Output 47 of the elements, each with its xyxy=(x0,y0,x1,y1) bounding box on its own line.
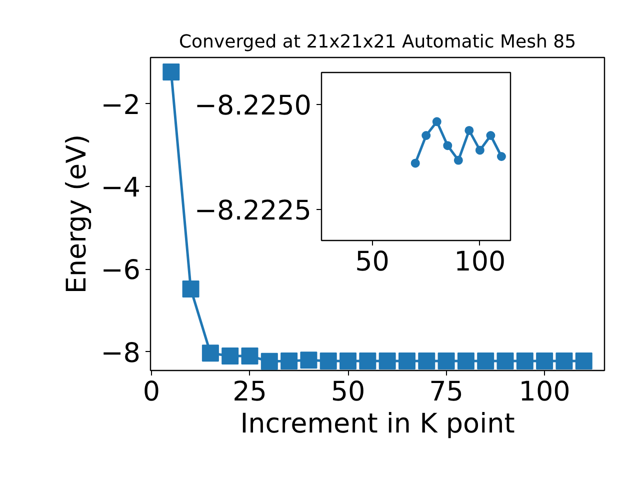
point xyxy=(516,352,534,370)
x-tick-label: 100 xyxy=(518,376,570,408)
point xyxy=(162,63,180,80)
point xyxy=(398,352,416,370)
point xyxy=(280,352,298,370)
point xyxy=(486,131,496,140)
point xyxy=(432,117,442,126)
x-tick-label: 75 xyxy=(429,376,464,408)
point xyxy=(260,352,278,370)
point xyxy=(241,348,258,365)
point xyxy=(340,352,357,370)
x-axis-title: Increment in K point xyxy=(240,408,515,440)
point xyxy=(454,156,463,165)
point xyxy=(418,352,436,370)
y-tick-label: −6 xyxy=(100,255,141,286)
point xyxy=(422,131,431,140)
point xyxy=(320,352,337,370)
x-tick-label: 50 xyxy=(330,376,366,408)
y-tick-label: −8.2225 xyxy=(194,195,312,226)
point xyxy=(477,352,494,370)
point xyxy=(359,352,376,370)
point xyxy=(438,352,455,370)
y-axis-title: Energy (eV) xyxy=(62,134,93,294)
point xyxy=(300,352,318,369)
y-tick-label: −4 xyxy=(100,172,141,204)
point xyxy=(182,280,200,298)
point xyxy=(410,158,420,168)
x-tick-label: 50 xyxy=(355,246,390,278)
y-tick-label: −8 xyxy=(100,338,141,369)
chart-title: Converged at 21x21x21 Automatic Mesh 85 xyxy=(178,32,576,52)
point xyxy=(443,141,452,150)
x-tick-label: 0 xyxy=(142,376,160,408)
x-tick-label: 25 xyxy=(232,376,267,408)
point xyxy=(536,352,554,370)
point xyxy=(496,352,514,370)
point xyxy=(202,344,219,362)
point xyxy=(457,352,474,370)
y-tick-label: −2 xyxy=(100,90,141,121)
y-tick-label: −8.2250 xyxy=(194,90,312,122)
x-tick-label: 100 xyxy=(454,246,506,278)
point xyxy=(222,348,239,365)
point xyxy=(496,152,506,161)
point xyxy=(556,352,573,370)
point xyxy=(575,352,592,370)
point xyxy=(475,146,484,155)
point xyxy=(378,352,396,370)
point xyxy=(464,126,474,135)
